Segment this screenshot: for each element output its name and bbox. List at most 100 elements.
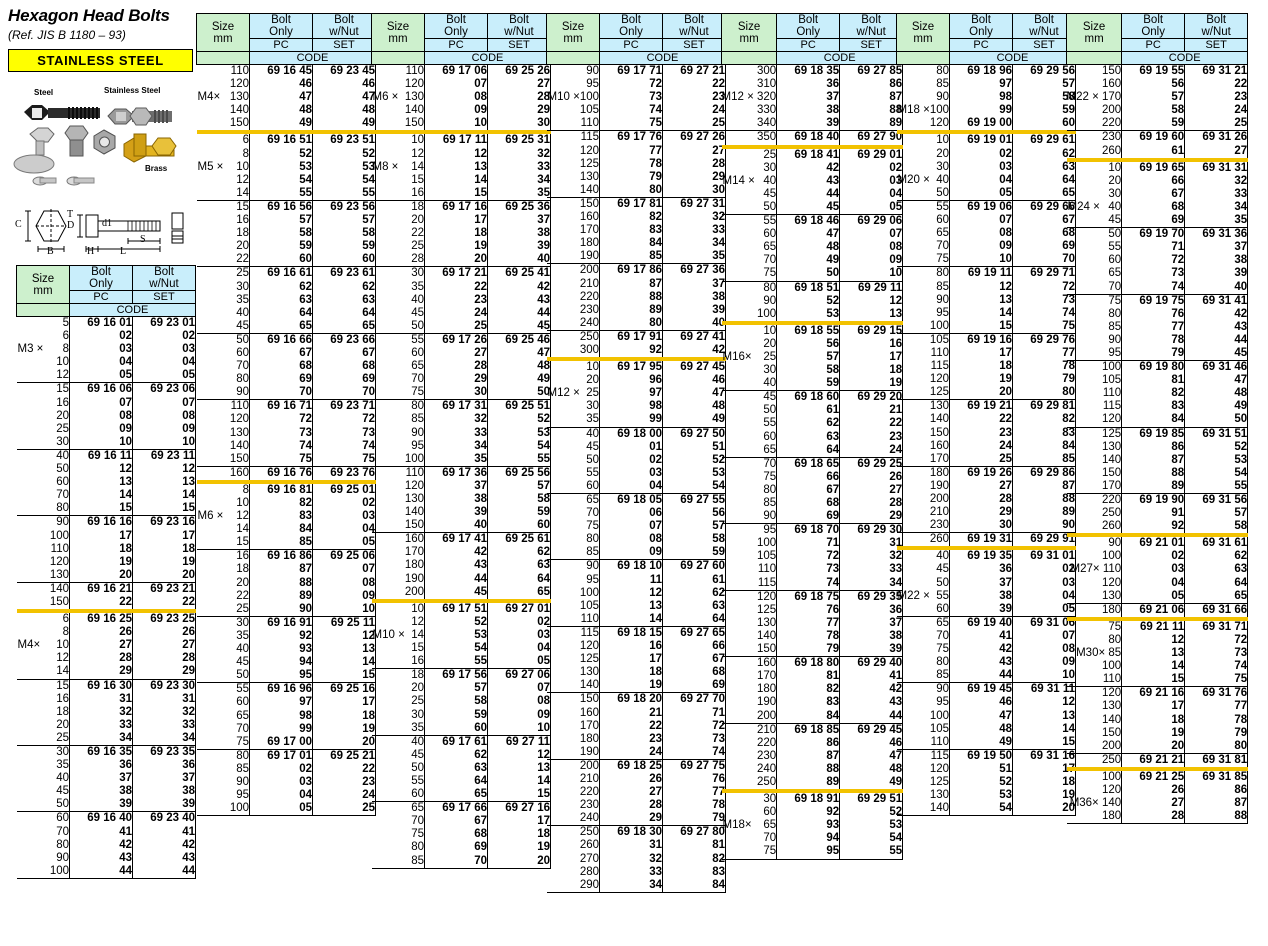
table-row: M36× 140 27 87 bbox=[1066, 797, 1249, 811]
table-row: 140 39 59 bbox=[371, 506, 551, 520]
cell-size: 240 bbox=[546, 316, 600, 331]
cell-size: 90 bbox=[1066, 333, 1123, 347]
table-bottom-rule bbox=[546, 892, 726, 893]
cell-code-pc: 77 bbox=[1121, 320, 1186, 334]
cell-code-set: 69 27 45 bbox=[662, 357, 726, 375]
cell-code-set: 69 29 25 bbox=[839, 456, 904, 471]
cell-size: 100 bbox=[721, 307, 778, 323]
table-row: 200 58 24 bbox=[1066, 104, 1249, 118]
cell-code-pc: 69 21 25 bbox=[1121, 766, 1186, 784]
table-row: 130 53 19 bbox=[896, 789, 1076, 803]
cell-code-pc: 69 17 16 bbox=[424, 199, 488, 215]
cell-code-set: 29 bbox=[662, 170, 726, 184]
table-row: 50 39 39 bbox=[16, 798, 196, 812]
cell-code-pc: 69 16 01 bbox=[69, 316, 133, 331]
table-row: 100 44 44 bbox=[16, 864, 196, 879]
cell-code-set: 69 29 01 bbox=[839, 144, 904, 162]
table-row: 115 83 49 bbox=[1066, 400, 1249, 414]
table-row: 200 20 80 bbox=[1066, 739, 1249, 754]
table-row: 140 78 38 bbox=[721, 629, 904, 644]
cell-code-pc: 65 bbox=[424, 788, 488, 802]
cell-code-pc: 72 bbox=[599, 78, 663, 92]
cell-code-pc: 64 bbox=[249, 306, 313, 320]
cell-size: 130 bbox=[1066, 440, 1123, 454]
cell-size: 250 bbox=[546, 825, 600, 840]
table-row: 45 36 02 bbox=[896, 563, 1076, 577]
cell-size: 100 bbox=[896, 709, 950, 723]
cell-code-pc: 18 bbox=[599, 666, 663, 680]
cell-size: 100 bbox=[1066, 360, 1123, 375]
cell-code-set: 43 bbox=[487, 293, 551, 307]
cell-code-pc: 87 bbox=[776, 749, 841, 763]
cell-size: 22 bbox=[371, 227, 425, 241]
cell-size: 110 bbox=[896, 735, 950, 750]
table-row: 75 69 21 11 69 31 71 bbox=[1066, 616, 1249, 634]
cell-code-pc: 03 bbox=[249, 775, 313, 790]
cell-code-set: 69 27 50 bbox=[662, 426, 726, 441]
cell-size: 90 bbox=[16, 851, 70, 865]
cell-code-set: 34 bbox=[1184, 200, 1249, 215]
cell-code-pc: 89 bbox=[1121, 479, 1186, 494]
table-row: 85 97 57 bbox=[896, 78, 1076, 92]
table-row: 110 69 16 71 69 23 71 bbox=[196, 399, 376, 414]
cell-size: 18 bbox=[371, 668, 425, 683]
table-row: 60 47 07 bbox=[721, 228, 904, 242]
table-row: 90 69 16 16 69 23 16 bbox=[16, 515, 196, 530]
table-row: 8 26 26 bbox=[16, 626, 196, 640]
cell-size: 50 bbox=[16, 463, 70, 477]
cell-code-set: 69 27 06 bbox=[487, 668, 551, 683]
cell-code-pc: 72 bbox=[776, 550, 841, 564]
cell-size: 40 bbox=[896, 546, 950, 564]
table-row: 6 69 16 51 69 23 51 bbox=[196, 130, 376, 148]
cell-size: 180 bbox=[1066, 810, 1123, 824]
table-row: 270 32 82 bbox=[546, 852, 726, 866]
table-row: 220 69 19 90 69 31 56 bbox=[1066, 493, 1249, 508]
header-bolt-only: Bolt Only bbox=[69, 265, 133, 291]
cell-size: 180 bbox=[371, 559, 425, 573]
cell-size: 200 bbox=[896, 493, 950, 507]
cell-code-set: 09 bbox=[487, 708, 551, 722]
header-size: Size mm bbox=[196, 13, 250, 52]
cell-code-set: 69 23 51 bbox=[312, 130, 376, 148]
cell-size: 160 bbox=[546, 211, 600, 225]
cell-size: 190 bbox=[896, 479, 950, 493]
cell-code-pc: 69 16 71 bbox=[249, 399, 313, 414]
cell-code-pc: 69 17 81 bbox=[599, 196, 663, 212]
table-row: 100 53 13 bbox=[721, 307, 904, 323]
table-row: 160 24 84 bbox=[896, 439, 1076, 453]
cell-code-pc: 09 bbox=[69, 422, 133, 436]
table-row: 290 34 84 bbox=[546, 878, 726, 893]
table-row: 190 24 74 bbox=[546, 745, 726, 760]
cell-code-set: 65 bbox=[312, 319, 376, 334]
cell-code-set: 08 bbox=[312, 576, 376, 590]
cell-code-pc: 02 bbox=[599, 453, 663, 467]
table-row: 22 60 60 bbox=[196, 253, 376, 267]
cell-size: 60 bbox=[196, 346, 250, 361]
cell-code-pc: 19 bbox=[949, 373, 1013, 387]
table-row: 230 69 19 60 69 31 26 bbox=[1066, 130, 1249, 145]
cell-code-pc: 98 bbox=[599, 400, 663, 414]
cell-size: 100 bbox=[546, 586, 600, 600]
cell-code-set: 58 bbox=[487, 493, 551, 507]
cell-code-set: 12 bbox=[839, 294, 904, 308]
cell-code-pc: 69 16 25 bbox=[69, 609, 133, 627]
table-row: 80 69 69 bbox=[196, 373, 376, 387]
cell-size: 105 bbox=[896, 332, 950, 347]
cell-code-pc: 70 bbox=[424, 854, 488, 869]
cell-code-pc: 87 bbox=[249, 563, 313, 577]
table-row: 75 42 08 bbox=[896, 643, 1076, 657]
table-row: 25 58 08 bbox=[371, 695, 551, 709]
cell-code-set: 69 25 61 bbox=[487, 532, 551, 547]
cell-code-set: 18 bbox=[132, 542, 196, 556]
cell-code-set: 64 bbox=[1184, 576, 1249, 590]
cell-code-pc: 73 bbox=[249, 426, 313, 440]
table-bottom-rule bbox=[721, 858, 903, 860]
cell-code-set: 03 bbox=[132, 343, 196, 357]
cell-size: 115 bbox=[721, 576, 778, 591]
table-row: 30 98 48 bbox=[546, 400, 726, 414]
table-row: 105 81 47 bbox=[1066, 374, 1249, 388]
cell-code-pc: 86 bbox=[776, 736, 841, 750]
table-row: 190 83 43 bbox=[721, 696, 904, 710]
cell-code-pc: 10 bbox=[69, 435, 133, 450]
cell-code-pc: 72 bbox=[1121, 254, 1186, 268]
